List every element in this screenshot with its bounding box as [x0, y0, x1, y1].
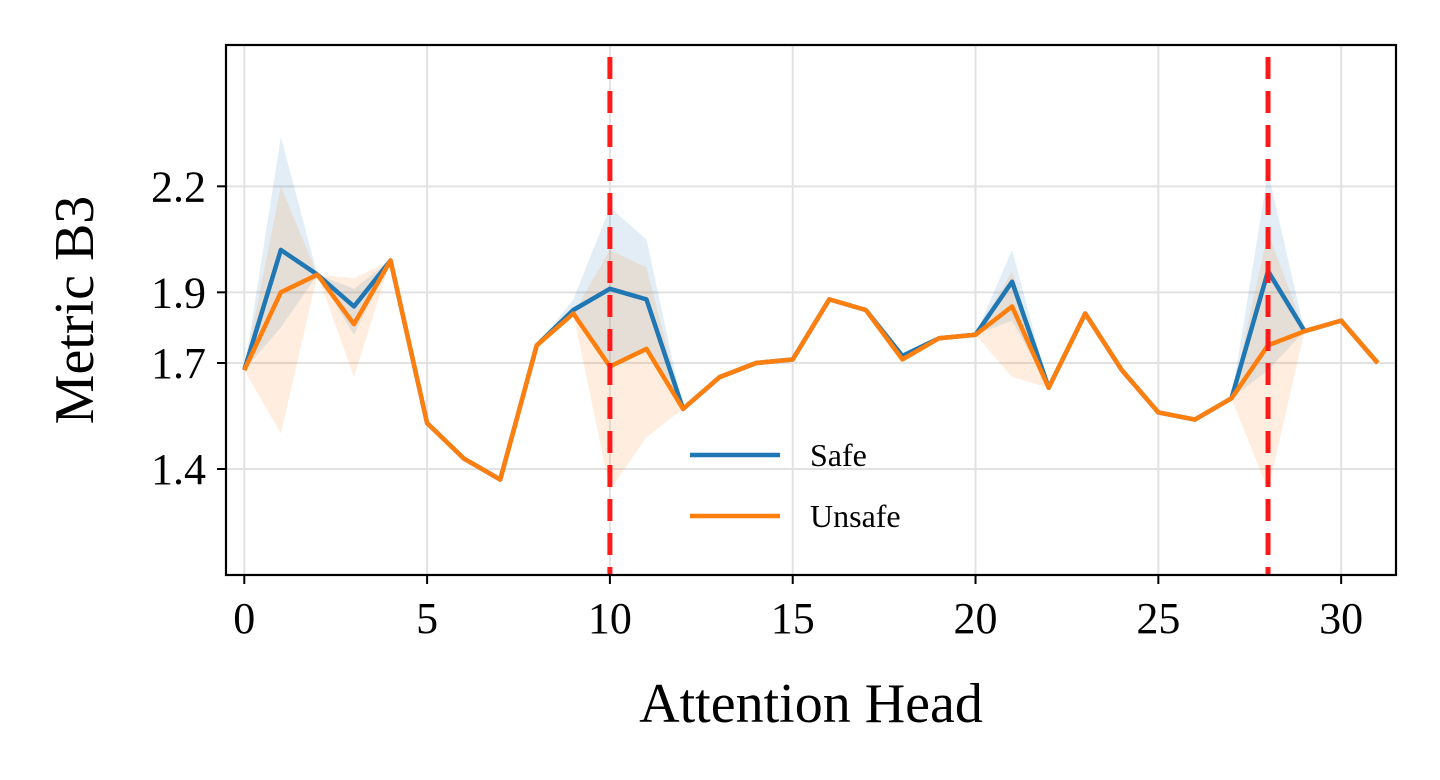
legend-label-safe: Safe	[810, 437, 867, 473]
series-line-unsafe	[242, 258, 1380, 482]
y-tick-label: 1.9	[151, 268, 206, 317]
y-axis-ticks: 1.4 1.7 1.9 2.2	[151, 162, 226, 494]
plot-area-frame	[224, 43, 1398, 577]
band-safe	[244, 136, 1378, 480]
x-tick-label: 5	[416, 594, 438, 643]
x-tick-label: 15	[771, 594, 815, 643]
y-tick-label: 1.7	[151, 339, 206, 388]
y-tick-label: 2.2	[151, 162, 206, 211]
x-tick-label: 20	[954, 594, 998, 643]
x-axis-ticks: 0 5 10 15 20 25 30	[233, 575, 1363, 643]
x-axis-label: Attention Head	[639, 673, 983, 735]
legend-label-unsafe: Unsafe	[810, 498, 901, 534]
y-tick-label: 1.4	[151, 445, 206, 494]
x-tick-label: 0	[233, 594, 255, 643]
x-tick-label: 10	[588, 594, 632, 643]
confidence-bands	[244, 136, 1378, 491]
x-tick-label: 30	[1319, 594, 1363, 643]
band-unsafe	[244, 186, 1378, 491]
legend: Safe Unsafe	[690, 437, 901, 534]
y-axis-label: Metric B3	[44, 196, 106, 425]
x-tick-label: 25	[1136, 594, 1180, 643]
series-lines	[242, 247, 1380, 482]
reference-lines	[607, 57, 1271, 575]
